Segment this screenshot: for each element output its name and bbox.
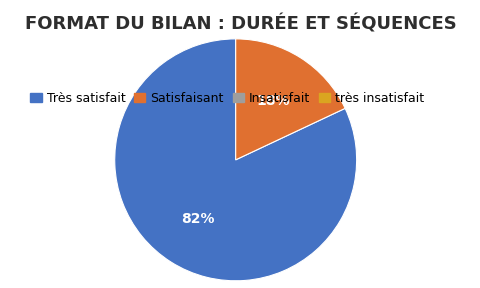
Wedge shape — [115, 39, 356, 281]
Text: 82%: 82% — [181, 212, 215, 226]
Text: FORMAT DU BILAN : DURÉE ET SÉQUENCES: FORMAT DU BILAN : DURÉE ET SÉQUENCES — [24, 14, 456, 33]
Wedge shape — [235, 39, 345, 160]
Text: 18%: 18% — [256, 94, 289, 108]
Legend: Très satisfait, Satisfaisant, Insatisfait, très insatisfait: Très satisfait, Satisfaisant, Insatisfai… — [25, 87, 428, 110]
